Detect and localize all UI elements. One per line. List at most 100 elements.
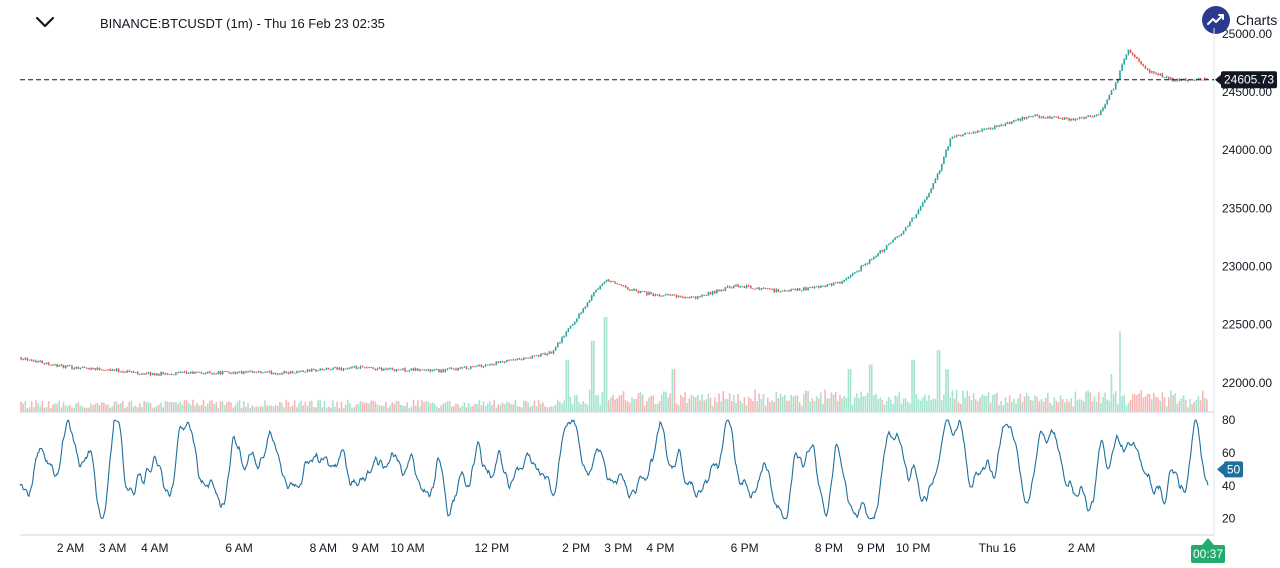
volume-bar [923, 394, 926, 412]
volume-bar [478, 400, 481, 412]
volume-bar [764, 405, 767, 412]
candle-body [73, 368, 75, 370]
candle-body [1070, 118, 1072, 121]
volume-bar [1174, 393, 1176, 412]
volume-bar [287, 402, 290, 412]
volume-bar [1044, 398, 1047, 412]
volume-bar [368, 403, 370, 412]
candle-body [537, 355, 540, 357]
candle-body [540, 353, 542, 357]
candle-body [1170, 77, 1172, 80]
candle-body [1197, 77, 1200, 80]
volume-bar [100, 402, 103, 412]
candle-body [953, 136, 956, 138]
candle-body [559, 342, 561, 344]
volume-bar [173, 402, 175, 412]
volume-bar [758, 393, 761, 412]
volume-bar [586, 404, 589, 412]
candle-body [119, 371, 122, 373]
volume-bar [573, 395, 576, 412]
candle-body [98, 367, 101, 370]
candle-body [501, 361, 504, 363]
volume-bar [28, 407, 31, 412]
volume-bar [798, 402, 801, 412]
volume-bar [58, 400, 61, 412]
volume-bar [300, 400, 302, 412]
candle-body [351, 366, 353, 368]
candle-body [923, 199, 926, 203]
volume-bar [234, 405, 237, 412]
candle-body [571, 324, 574, 326]
volume-bar [677, 405, 680, 412]
volume-bar [686, 403, 688, 412]
candle-body [960, 135, 962, 137]
candle-body [255, 371, 258, 373]
candle-body [756, 287, 758, 289]
volume-bar [179, 401, 181, 412]
candle-body [612, 281, 614, 282]
volume-bar [399, 404, 402, 412]
candle-body [767, 288, 769, 290]
candle-body [455, 368, 457, 371]
volume-bar [406, 402, 408, 412]
volume-bar [694, 397, 697, 412]
candle-body [851, 273, 854, 276]
volume-bar [960, 403, 962, 412]
volume-bar [813, 401, 816, 412]
candle-body [198, 372, 201, 373]
volume-bar [635, 398, 638, 412]
volume-bar [1036, 396, 1039, 412]
volume-bar [849, 369, 852, 412]
price-axis[interactable]: 22000.00 22500.00 23000.00 23500.00 24000.00… [1222, 27, 1272, 390]
volume-bar [334, 406, 336, 412]
candle-body [1206, 78, 1208, 80]
volume-bar [940, 400, 943, 412]
volume-bar [219, 401, 222, 412]
volume-bar [149, 402, 152, 412]
volume-bar [213, 403, 215, 412]
candle-body [240, 371, 243, 374]
volume-bar [49, 407, 52, 412]
candle-body [1144, 66, 1147, 69]
candle-body [1023, 117, 1026, 119]
candle-body [633, 288, 635, 291]
brand-link[interactable]: Charts [1202, 5, 1277, 35]
chevron-down-icon[interactable] [33, 12, 57, 32]
candle-body [750, 285, 752, 289]
volume-bar [805, 390, 807, 412]
volume-bar [911, 359, 913, 412]
time-tick-label: 2 AM [1068, 541, 1095, 555]
candle-body [47, 362, 50, 366]
volume-bar [71, 407, 73, 412]
volume-bar [1136, 395, 1138, 412]
volume-bar [786, 400, 788, 412]
volume-bar [344, 404, 347, 412]
volume-bar [361, 401, 364, 412]
candle-body [1061, 118, 1064, 120]
volume-bar [817, 398, 820, 412]
volume-bar [192, 399, 194, 412]
candle-body [329, 369, 332, 371]
candle-body [41, 360, 44, 364]
volume-bar [177, 403, 179, 412]
candle-body [1038, 115, 1041, 118]
volume-bar [688, 398, 691, 412]
time-axis[interactable]: 2 AM 3 AM 4 AM 6 AM 8 AM 9 AM 10 AM 12 PM 2 PM 3 … [57, 541, 1095, 555]
candle-body [964, 132, 966, 135]
volume-bar [684, 392, 686, 412]
volume-bar [1017, 398, 1019, 412]
volume-bar [612, 394, 614, 412]
volume-bar [620, 394, 623, 412]
symbol-title: BINANCE:BTCUSDT (1m) - Thu 16 Feb 23 02:… [100, 16, 385, 31]
volume-bar [1193, 402, 1196, 412]
candle-body [663, 295, 665, 297]
volume-bar [1059, 395, 1062, 412]
candle-body [158, 373, 160, 376]
candle-body [132, 371, 135, 373]
candle-body [1119, 70, 1121, 80]
candle-body [1165, 76, 1168, 78]
candle-body [202, 373, 205, 374]
candle-body [847, 277, 850, 279]
candle-body [349, 367, 351, 369]
